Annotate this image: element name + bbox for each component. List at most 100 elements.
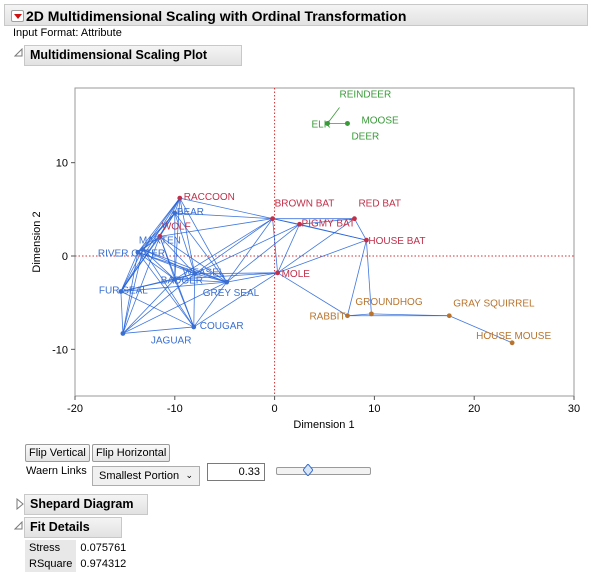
data-point — [177, 195, 183, 201]
stat-name: Stress — [25, 540, 77, 556]
waern-link — [347, 240, 367, 316]
waern-link — [193, 281, 228, 328]
point-label: BEAR — [177, 207, 204, 218]
point-label: REINDEER — [339, 89, 391, 100]
waern-link — [272, 218, 278, 273]
point-label: WEASEL — [183, 268, 225, 279]
fit-disclosure-open-icon[interactable] — [13, 520, 23, 533]
point-label: WOLF — [162, 221, 191, 232]
waern-link — [194, 223, 300, 275]
table-row: Stress 0.075761 — [25, 540, 130, 556]
shepard-diagram-title[interactable]: Shepard Diagram — [24, 494, 148, 515]
waern-link — [137, 251, 176, 280]
x-tick-label: -20 — [67, 403, 83, 415]
waern-link — [174, 212, 228, 283]
waern-link — [142, 249, 176, 280]
point-label: GRAY SQUIRREL — [453, 299, 535, 310]
threshold-slider[interactable] — [276, 463, 371, 477]
point-label: RABBIT — [309, 312, 345, 323]
stat-name: RSquare — [25, 556, 77, 572]
input-format-label: Input Format: Attribute — [13, 27, 122, 39]
stat-value: 0.075761 — [80, 542, 127, 554]
threshold-input[interactable]: 0.33 — [207, 463, 265, 481]
y-tick-label: 0 — [62, 251, 68, 263]
x-tick-label: 0 — [272, 403, 278, 415]
waern-link — [142, 249, 195, 275]
point-label: BADGER — [161, 275, 203, 286]
data-point — [172, 276, 178, 282]
waern-link — [277, 272, 348, 317]
waern-link — [120, 278, 175, 292]
data-point — [369, 311, 374, 317]
point-label: MOOSE — [361, 115, 399, 126]
point-label: HOUSE MOUSE — [476, 331, 551, 342]
data-point — [345, 313, 350, 319]
waern-link — [174, 272, 278, 280]
data-point — [275, 270, 280, 276]
flip-vertical-button[interactable]: Flip Vertical — [25, 444, 90, 462]
point-label: PIGMY BAT — [302, 218, 356, 229]
point-label: MARTEN — [139, 235, 181, 246]
point-label: JAGUAR — [151, 335, 192, 346]
point-label: COUGAR — [200, 321, 244, 332]
waern-links-select[interactable]: Smallest Portion ⌄ — [92, 466, 200, 486]
waern-link — [226, 272, 278, 283]
waern-link — [159, 236, 227, 283]
waern-link — [226, 223, 300, 283]
disclosure-closed-icon[interactable] — [16, 497, 24, 513]
waern-links — [120, 123, 513, 344]
fit-details-table: Stress 0.075761 RSquare 0.974312 — [25, 540, 130, 572]
table-row: RSquare 0.974312 — [25, 556, 130, 572]
waern-link — [194, 272, 278, 275]
waern-link — [137, 212, 176, 253]
point-label: ELK — [311, 119, 330, 130]
data-point — [135, 249, 141, 255]
chevron-down-icon: ⌄ — [185, 470, 193, 480]
waern-links-label: Waern Links — [26, 465, 87, 477]
fit-details-title[interactable]: Fit Details — [24, 517, 122, 538]
data-point — [120, 331, 126, 336]
waern-link — [449, 315, 513, 344]
waern-link — [122, 279, 176, 334]
red-triangle-menu-icon[interactable] — [11, 10, 24, 22]
y-axis-label: Dimension 2 — [31, 211, 43, 272]
waern-link — [174, 212, 196, 274]
point-label: BROWN BAT — [275, 199, 335, 210]
stat-value: 0.974312 — [80, 558, 127, 570]
x-tick-label: 20 — [468, 403, 480, 415]
y-tick-label: 10 — [56, 158, 68, 170]
waern-link — [179, 197, 228, 283]
waern-link — [120, 291, 124, 334]
data-point — [446, 313, 452, 319]
waern-links-value: Smallest Portion — [99, 470, 180, 482]
waern-link — [174, 212, 273, 220]
x-tick-label: -10 — [167, 403, 183, 415]
flip-horizontal-button[interactable]: Flip Horizontal — [92, 444, 171, 462]
data-point — [224, 279, 230, 285]
waern-link — [194, 218, 273, 275]
point-label: FUR SEAL — [99, 285, 148, 296]
plot-section-title[interactable]: Multidimensional Scaling Plot — [24, 45, 242, 66]
waern-link — [122, 326, 194, 334]
waern-link — [366, 240, 372, 314]
y-tick-label: -10 — [52, 344, 68, 356]
waern-link — [122, 252, 139, 334]
slider-thumb[interactable] — [302, 463, 314, 477]
waern-link — [174, 218, 273, 280]
x-tick-label: 10 — [368, 403, 380, 415]
report-title: 2D Multidimensional Scaling with Ordinal… — [26, 8, 407, 24]
waern-link — [137, 252, 195, 328]
mds-plot: REINDEER ELK MOOSE DEER RACCOON BEAR BROWN BAT… — [31, 87, 580, 431]
waern-link — [354, 218, 367, 241]
waern-link — [226, 218, 273, 283]
disclosure-open-icon[interactable] — [13, 47, 23, 60]
waern-link — [122, 249, 144, 334]
waern-link — [179, 198, 196, 274]
data-point — [345, 121, 350, 126]
plot-frame — [74, 87, 575, 397]
data-point — [192, 271, 198, 277]
waern-link — [122, 273, 196, 334]
y-axis-ticks: -10 0 10 — [52, 158, 75, 356]
data-point — [297, 221, 302, 227]
waern-link — [137, 197, 181, 253]
